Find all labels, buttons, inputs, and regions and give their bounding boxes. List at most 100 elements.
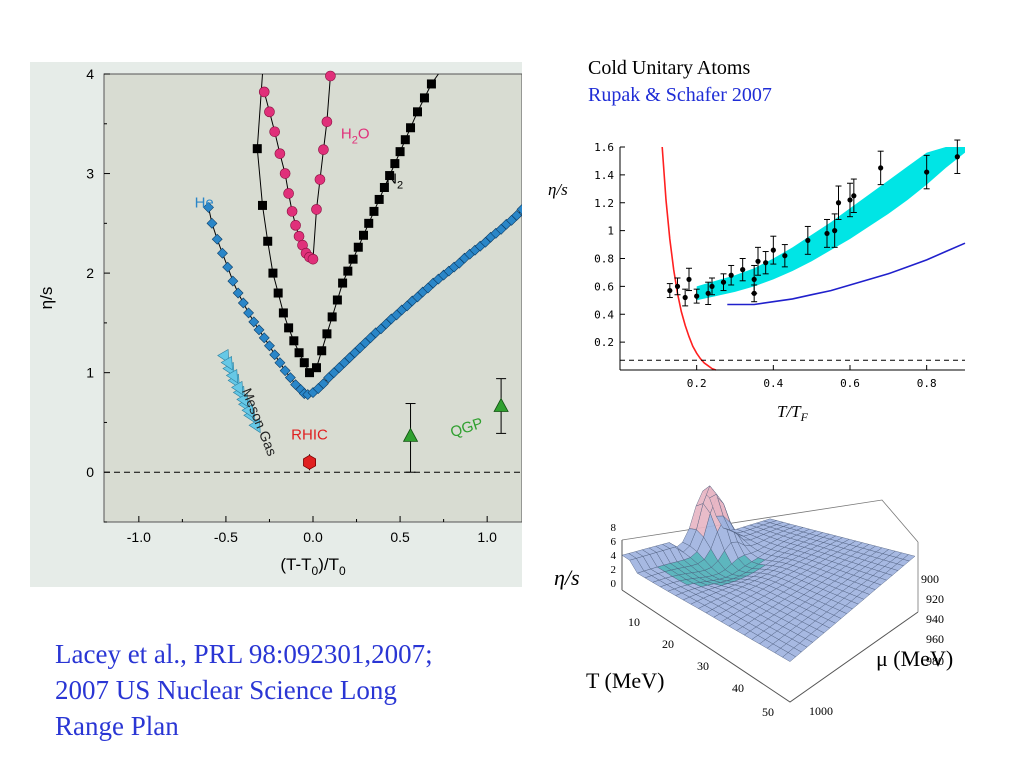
z-tick-label: 4	[611, 550, 617, 562]
h2o-point	[307, 253, 319, 265]
x-tick-label: -1.0	[127, 529, 151, 545]
n2-point	[278, 308, 288, 318]
n2-point	[395, 147, 405, 157]
n2-point	[374, 194, 384, 204]
y-axis-label: η/s	[548, 180, 568, 199]
x-tick-label: 50	[762, 705, 774, 719]
he-point	[203, 201, 214, 213]
n2-point	[289, 336, 299, 346]
n2-point	[252, 144, 262, 154]
red-curve	[661, 146, 717, 371]
n2-point	[406, 123, 416, 133]
he-point	[274, 357, 286, 369]
n2-point	[268, 268, 278, 278]
h2o-point	[264, 106, 275, 118]
x-axis-label: (T-T0)/T0	[280, 555, 346, 578]
data-point	[667, 287, 673, 294]
n2-point	[379, 182, 389, 192]
data-point	[782, 253, 788, 259]
data-point	[851, 193, 857, 199]
he-point	[253, 324, 265, 336]
z-tick-label: 8	[611, 522, 617, 534]
n2-point	[390, 159, 400, 169]
h2o-point	[258, 86, 270, 98]
y-tick-label: 2	[86, 265, 94, 281]
x-tick-label: 0.6	[840, 377, 860, 390]
citation-line-1: Lacey et al., PRL 98:092301,2007;	[55, 639, 433, 669]
he-point	[248, 316, 260, 328]
h2o-point	[290, 220, 301, 231]
x-tick-label: 0.2	[687, 377, 707, 390]
data-point	[755, 258, 761, 264]
y-tick-label: 960	[926, 632, 944, 646]
he-point	[237, 297, 249, 309]
n2-point	[257, 200, 267, 210]
n2-point	[348, 254, 358, 264]
y-tick-label: 0.2	[594, 336, 614, 349]
he-point	[516, 203, 522, 215]
n2-point	[364, 218, 374, 228]
n2-point	[327, 312, 337, 322]
x-tick-label: 0.4	[763, 377, 783, 390]
n2-point	[299, 358, 309, 368]
surface-box-edge	[621, 589, 919, 703]
x-tick-label: 30	[697, 659, 709, 673]
y-axis-label: μ (MeV)	[876, 646, 953, 671]
y-tick-label: 1000	[809, 704, 833, 718]
h2o-point	[325, 70, 336, 82]
blue-curve	[727, 242, 966, 306]
he-point	[511, 209, 522, 221]
x-tick-label: 0.5	[390, 529, 410, 545]
he-point	[279, 365, 291, 377]
z-tick-label: 2	[611, 564, 617, 576]
n2-point	[413, 107, 422, 117]
n2-point	[305, 368, 315, 378]
y-tick-label: 940	[926, 612, 944, 626]
data-point	[954, 154, 960, 160]
meson-gas-point	[220, 356, 233, 371]
he-point	[243, 307, 254, 319]
y-tick-label: 0.4	[594, 308, 614, 321]
z-axis-label: η/s	[554, 565, 580, 590]
y-tick-label: 3	[86, 166, 94, 182]
cold-atoms-chart: 0.2 0.4 0.6 0.8 1 1.2 1.4 1.6 0.2 0.4 0.6 0.8 η/s T/T…	[548, 139, 966, 424]
data-point	[847, 197, 853, 203]
n2-point	[338, 278, 348, 288]
h2o-point	[311, 204, 322, 215]
n2-point	[284, 323, 294, 333]
left-chart-panel: He N2 H2O Meson Gas RHIC QGP -1.0 -0.5 0.0 0.5 1.…	[30, 62, 522, 587]
citation-line-2: 2007 US Nuclear Science Long	[55, 675, 397, 705]
data-point	[751, 276, 757, 283]
h2o-point	[314, 174, 326, 185]
n2-point	[359, 230, 369, 240]
label-he: He	[195, 194, 214, 211]
n2-point	[426, 79, 436, 89]
y-tick-label: 920	[926, 592, 944, 606]
he-point	[227, 275, 239, 287]
y-tick-label: 0.6	[594, 280, 614, 293]
h2o-point	[318, 144, 329, 155]
cold-atoms-citation: Rupak & Schafer 2007	[588, 84, 772, 106]
data-point	[682, 294, 688, 301]
data-point	[770, 247, 776, 253]
x-tick-label: 20	[662, 637, 674, 651]
meson-gas-point	[248, 418, 261, 434]
x-tick-label: -0.5	[214, 529, 238, 545]
label-rhic: RHIC	[291, 426, 328, 443]
x-tick-label: 0.0	[303, 529, 323, 545]
left-plot-area	[103, 73, 522, 523]
h2o-point	[286, 206, 298, 217]
y-tick-label: 1.6	[594, 141, 614, 154]
h2o-point	[283, 188, 294, 199]
data-point	[720, 279, 727, 285]
h2o-point	[279, 168, 291, 179]
z-tick-label: 0	[611, 578, 617, 590]
y-tick-label: 4	[86, 66, 94, 82]
z-tick-label: 6	[611, 536, 617, 548]
n2-point	[369, 206, 379, 216]
data-point	[751, 290, 757, 296]
data-point	[835, 200, 842, 206]
h2o-point	[321, 116, 333, 128]
n2-point	[385, 171, 395, 181]
